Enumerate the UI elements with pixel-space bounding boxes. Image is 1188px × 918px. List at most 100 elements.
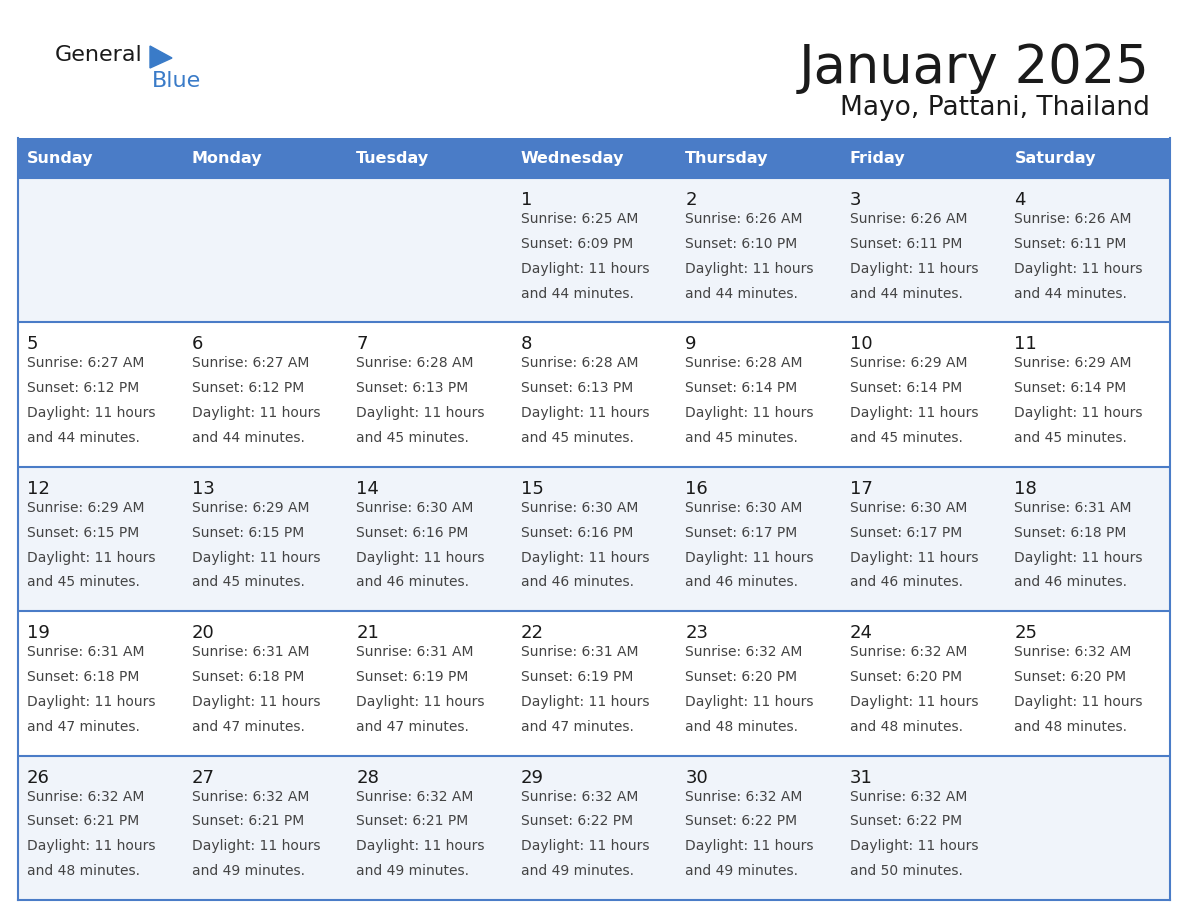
Text: 21: 21 [356,624,379,643]
Text: 15: 15 [520,480,544,498]
Text: and 48 minutes.: and 48 minutes. [27,864,140,879]
Text: Daylight: 11 hours: Daylight: 11 hours [849,695,979,709]
Text: Sunrise: 6:28 AM: Sunrise: 6:28 AM [520,356,638,370]
Text: Sunrise: 6:29 AM: Sunrise: 6:29 AM [1015,356,1132,370]
Text: Sunset: 6:12 PM: Sunset: 6:12 PM [27,381,139,396]
Text: Tuesday: Tuesday [356,151,429,166]
Text: and 47 minutes.: and 47 minutes. [356,720,469,733]
Text: Sunrise: 6:32 AM: Sunrise: 6:32 AM [849,789,967,803]
Text: 7: 7 [356,335,367,353]
Text: 25: 25 [1015,624,1037,643]
Text: Sunset: 6:20 PM: Sunset: 6:20 PM [685,670,797,684]
Text: 27: 27 [191,768,215,787]
Text: Sunset: 6:16 PM: Sunset: 6:16 PM [356,526,468,540]
Bar [18,611,183,756]
Text: Sunset: 6:21 PM: Sunset: 6:21 PM [356,814,468,829]
Bar [676,138,841,178]
Bar [347,178,512,322]
Bar [347,756,512,900]
Text: Sunrise: 6:31 AM: Sunrise: 6:31 AM [520,645,638,659]
Bar [676,611,841,756]
Text: 4: 4 [1015,191,1026,209]
Text: Daylight: 11 hours: Daylight: 11 hours [849,262,979,275]
Bar [841,611,1005,756]
Text: Thursday: Thursday [685,151,769,166]
Text: Daylight: 11 hours: Daylight: 11 hours [1015,262,1143,275]
Bar [183,138,347,178]
Text: Sunset: 6:18 PM: Sunset: 6:18 PM [1015,526,1126,540]
Bar [347,466,512,611]
Text: 1: 1 [520,191,532,209]
Text: Daylight: 11 hours: Daylight: 11 hours [191,695,320,709]
Text: and 44 minutes.: and 44 minutes. [685,286,798,301]
Bar [18,756,183,900]
Text: Sunrise: 6:31 AM: Sunrise: 6:31 AM [27,645,145,659]
Text: Sunset: 6:13 PM: Sunset: 6:13 PM [356,381,468,396]
Text: 13: 13 [191,480,215,498]
Bar [183,611,347,756]
Text: Saturday: Saturday [1015,151,1095,166]
Text: Daylight: 11 hours: Daylight: 11 hours [685,839,814,854]
Bar [1005,322,1170,466]
Text: and 48 minutes.: and 48 minutes. [849,720,962,733]
Text: January 2025: January 2025 [800,42,1150,94]
Text: Sunset: 6:21 PM: Sunset: 6:21 PM [27,814,139,829]
Bar [18,322,183,466]
Text: and 47 minutes.: and 47 minutes. [520,720,633,733]
Text: Sunrise: 6:32 AM: Sunrise: 6:32 AM [849,645,967,659]
Text: Sunset: 6:14 PM: Sunset: 6:14 PM [685,381,797,396]
Bar [347,322,512,466]
Text: Blue: Blue [152,71,201,91]
Text: and 44 minutes.: and 44 minutes. [191,431,304,445]
Bar [676,466,841,611]
Text: Wednesday: Wednesday [520,151,624,166]
Text: and 50 minutes.: and 50 minutes. [849,864,962,879]
Text: Daylight: 11 hours: Daylight: 11 hours [191,406,320,420]
Text: Sunrise: 6:30 AM: Sunrise: 6:30 AM [356,501,474,515]
Text: 8: 8 [520,335,532,353]
Bar [512,466,676,611]
Text: and 49 minutes.: and 49 minutes. [356,864,469,879]
Text: Mayo, Pattani, Thailand: Mayo, Pattani, Thailand [840,95,1150,121]
Bar [1005,178,1170,322]
Text: Sunset: 6:18 PM: Sunset: 6:18 PM [27,670,139,684]
Text: Sunset: 6:09 PM: Sunset: 6:09 PM [520,237,633,251]
Bar [1005,466,1170,611]
Bar [183,466,347,611]
Text: and 45 minutes.: and 45 minutes. [1015,431,1127,445]
Text: Sunset: 6:14 PM: Sunset: 6:14 PM [849,381,962,396]
Text: Sunrise: 6:31 AM: Sunrise: 6:31 AM [1015,501,1132,515]
Text: Sunrise: 6:25 AM: Sunrise: 6:25 AM [520,212,638,226]
Bar [512,138,676,178]
Text: Daylight: 11 hours: Daylight: 11 hours [520,406,649,420]
Text: Daylight: 11 hours: Daylight: 11 hours [520,839,649,854]
Text: Daylight: 11 hours: Daylight: 11 hours [27,551,156,565]
Bar [841,756,1005,900]
Text: 26: 26 [27,768,50,787]
Text: Sunrise: 6:26 AM: Sunrise: 6:26 AM [685,212,803,226]
Text: and 48 minutes.: and 48 minutes. [1015,720,1127,733]
Text: Sunset: 6:22 PM: Sunset: 6:22 PM [520,814,633,829]
Text: 9: 9 [685,335,697,353]
Text: Daylight: 11 hours: Daylight: 11 hours [1015,406,1143,420]
Text: 12: 12 [27,480,50,498]
Bar [512,322,676,466]
Bar [1005,138,1170,178]
Bar [841,466,1005,611]
Text: Sunday: Sunday [27,151,94,166]
Text: and 47 minutes.: and 47 minutes. [191,720,304,733]
Text: 20: 20 [191,624,214,643]
Text: Sunrise: 6:26 AM: Sunrise: 6:26 AM [1015,212,1132,226]
Text: Sunrise: 6:30 AM: Sunrise: 6:30 AM [849,501,967,515]
Text: Sunrise: 6:32 AM: Sunrise: 6:32 AM [520,789,638,803]
Text: Sunset: 6:22 PM: Sunset: 6:22 PM [849,814,962,829]
Text: Friday: Friday [849,151,905,166]
Bar [347,611,512,756]
Bar [512,178,676,322]
Text: Daylight: 11 hours: Daylight: 11 hours [27,839,156,854]
Text: Daylight: 11 hours: Daylight: 11 hours [685,262,814,275]
Text: 28: 28 [356,768,379,787]
Text: Daylight: 11 hours: Daylight: 11 hours [27,695,156,709]
Bar [18,138,183,178]
Text: Sunset: 6:17 PM: Sunset: 6:17 PM [685,526,797,540]
